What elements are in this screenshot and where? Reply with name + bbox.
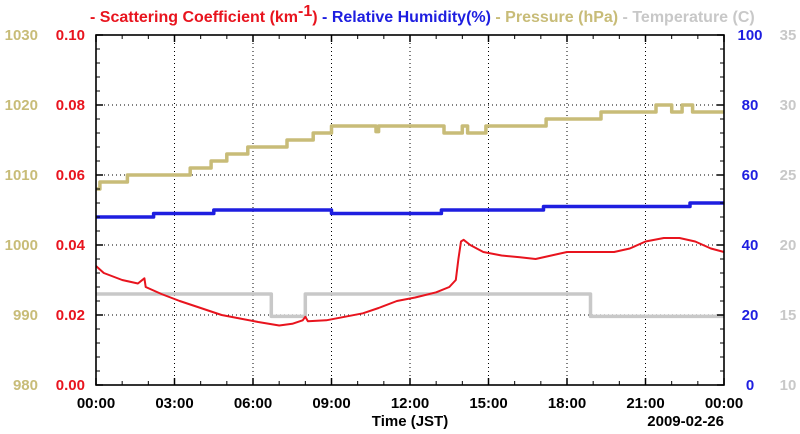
x-tick-label: 12:00 [391,395,429,412]
scattering-tick-label: 0.08 [56,97,85,114]
temperature-tick-label: 35 [780,27,797,44]
scattering-tick-label: 0.04 [56,237,86,254]
series-layer [95,103,725,327]
pressure-tick-label: 1020 [5,97,38,114]
x-axis-label: Time (JST) [372,413,448,430]
humidity-tick-label: 60 [742,167,759,184]
scattering-tick-label: 0.00 [56,377,85,394]
humidity-tick-label: 0 [746,377,754,394]
x-tick-label: 00:00 [77,395,115,412]
pressure-tick-label: 990 [13,307,38,324]
pressure-tick-label: 980 [13,377,38,394]
humidity-tick-label: 80 [742,97,759,114]
x-tick-label: 03:00 [155,395,193,412]
temperature-tick-label: 15 [780,307,797,324]
series-line-0 [96,103,724,191]
tick-layer: 00:00 03:00 06:00 09:00 12:00 15:00 18:00 21:00… [5,27,797,412]
grid [96,35,724,385]
x-tick-label: 18:00 [548,395,586,412]
chart-title: - Scattering Coefficient (km-1) - Relati… [90,3,755,26]
scattering-tick-label: 0.02 [56,307,85,324]
title-superscript: -1 [298,3,312,20]
x-tick-label: 15:00 [469,395,507,412]
x-tick-label: 09:00 [312,395,350,412]
temperature-tick-label: 20 [780,237,797,254]
title-part-2: - Pressure (hPa) [491,9,618,26]
scattering-tick-label: 0.06 [56,167,85,184]
pressure-tick-label: 1010 [5,167,38,184]
series-line-2 [96,292,724,319]
humidity-tick-label: 20 [742,307,759,324]
humidity-tick-label: 40 [742,237,759,254]
temperature-tick-label: 10 [780,377,797,394]
title-part-1: - Relative Humidity(%) [318,9,491,26]
series-line-1 [96,201,724,219]
pressure-tick-label: 1000 [5,237,38,254]
temperature-tick-label: 30 [780,97,797,114]
series-line-3 [95,237,725,327]
title-suffix: ) [312,9,317,26]
x-tick-label: 00:00 [705,395,743,412]
pressure-tick-label: 1030 [5,27,38,44]
date-label: 2009-02-26 [647,413,724,430]
temperature-tick-label: 25 [780,167,797,184]
x-tick-label: 21:00 [626,395,664,412]
humidity-tick-label: 100 [737,27,762,44]
title-part-3: - Temperature (C) [618,9,755,26]
x-tick-label: 06:00 [234,395,272,412]
title-part-0: - Scattering Coefficient (km [90,9,298,26]
scattering-tick-label: 0.10 [56,27,85,44]
